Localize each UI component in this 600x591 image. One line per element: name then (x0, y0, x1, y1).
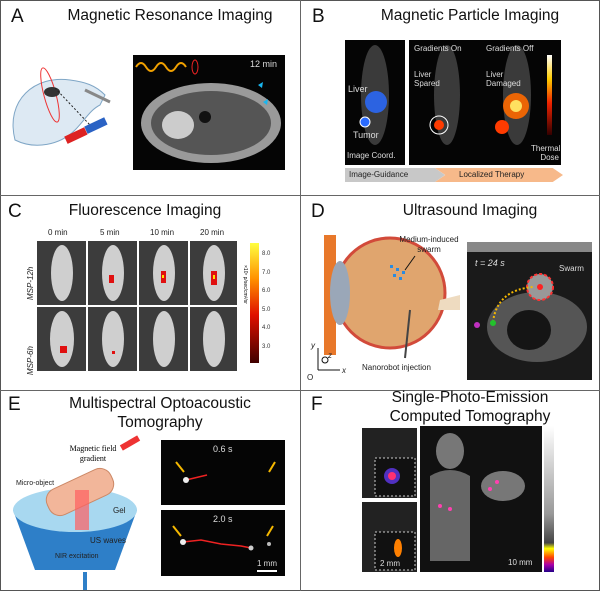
panel-title: Magnetic Resonance Imaging (67, 7, 273, 24)
spect-colorbar (544, 426, 554, 572)
column-label: 0 min (48, 228, 68, 237)
tick-label: 7.0 (262, 269, 271, 276)
time-label: 0.6 s (213, 444, 233, 454)
tick-label: 5.0 (262, 306, 271, 313)
column-label: 20 min (200, 228, 225, 237)
tick-label: 6.0 (262, 288, 271, 294)
mso-setup-illustration (13, 435, 141, 590)
us-waves-label: US waves (90, 536, 127, 545)
axis-origin: O (307, 373, 314, 382)
mouse-illustration (12, 67, 111, 146)
panel-title: Fluorescence Imaging (68, 202, 222, 219)
mso-frame-1: 0.6 s (161, 440, 285, 505)
panel-letter: F (311, 394, 323, 415)
liver-damaged-label: Liver Damaged (486, 70, 521, 88)
field-label: Magnetic field gradient (69, 444, 117, 463)
thermal-dose-label: Thermal Dose (531, 144, 561, 162)
row-label: MSP-6h (26, 346, 35, 375)
mpi-guidance-image: Liver Tumor Image Coord. (345, 40, 405, 165)
colorbar-unit: ×10⁷ p/sec/cm²/sr (242, 265, 248, 304)
ultrasound-image: t = 24 s Swarm (467, 242, 592, 380)
step-localized-therapy: Localized Therapy (435, 168, 563, 182)
panel-title: Ultrasound Imaging (402, 202, 538, 219)
spect-ct-image: 10 mm (420, 426, 542, 572)
fluorescence-image-grid (37, 241, 237, 371)
panel-f: F Single-Photo-Emission Computed Tomograp… (300, 389, 600, 591)
swarm-callout: Medium-induced swarm (399, 235, 459, 254)
liver-spared-label: Liver Spared (414, 70, 440, 88)
tick-label: 8.0 (262, 251, 271, 257)
panel-title: Multispectral Optoacoustic Tomography (69, 395, 251, 431)
liver-label: Liver (348, 84, 368, 94)
step-image-guidance: Image-Guidance (345, 168, 445, 182)
axis-y: y (311, 341, 315, 350)
column-label: 5 min (100, 228, 120, 237)
panel-e: E Multispectral Optoacoustic Tomography M… (0, 390, 300, 591)
colorbar (250, 243, 259, 363)
panel-letter: D (311, 201, 325, 222)
nir-label: NIR excitation (55, 553, 99, 560)
panel-title: Single-Photo-Emission Computed Tomography (389, 389, 551, 425)
panel-a: A Magnetic Resonance Imaging 12 min (0, 0, 300, 195)
divider-row2 (0, 390, 600, 391)
injection-callout: Nanorobot injection (362, 363, 431, 372)
panel-letter: E (8, 394, 21, 415)
panel-letter: A (11, 6, 24, 27)
column-label: 10 min (150, 228, 175, 237)
tick-label: 4.0 (262, 325, 271, 331)
colorbar-ticks: 8.0 7.0 6.0 5.0 4.0 3.0 (262, 245, 270, 356)
mri-image: 12 min (133, 55, 285, 170)
panel-c: C Fluorescence Imaging 0 min 5 min 10 mi… (0, 195, 300, 390)
axis-z: z (328, 351, 332, 360)
panel-b: B Magnetic Particle Imaging Liver Tumor … (300, 0, 600, 195)
time-label: t = 24 s (475, 258, 505, 268)
divider-row1 (0, 195, 600, 196)
axis-x: x (342, 366, 346, 375)
scale-small-label: 2 mm (380, 559, 400, 568)
spect-inset-1 (362, 428, 417, 498)
swarm-label: Swarm (559, 264, 584, 273)
scale-large-label: 10 mm (508, 558, 533, 567)
image-coord-label: Image Coord. (347, 151, 396, 160)
panel-title: Magnetic Particle Imaging (380, 7, 560, 24)
mso-frame-2: 2.0 s 1 mm (161, 510, 285, 576)
eye-illustration (317, 235, 460, 371)
panel-d: D Ultrasound Imaging Medium-induced swar… (300, 195, 600, 390)
panel-letter: B (312, 6, 325, 27)
gradients-on-label: Gradients On (414, 44, 462, 53)
tumor-label: Tumor (353, 130, 379, 140)
gel-label: Gel (113, 506, 126, 515)
tick-label: 3.0 (262, 343, 271, 350)
mpi-therapy-image: Gradients On Gradients Off Liver Spared … (409, 40, 561, 165)
row-label: MSP-12h (26, 266, 35, 300)
divider-vertical (300, 0, 301, 591)
spect-inset-2: 2 mm (362, 502, 417, 572)
time-label: 12 min (249, 59, 277, 69)
micro-object-label: Micro-object (16, 480, 55, 487)
scale-bar-label: 1 mm (257, 559, 277, 568)
gradients-off-label: Gradients Off (486, 44, 534, 53)
panel-letter: C (8, 201, 22, 222)
time-label: 2.0 s (213, 514, 233, 524)
